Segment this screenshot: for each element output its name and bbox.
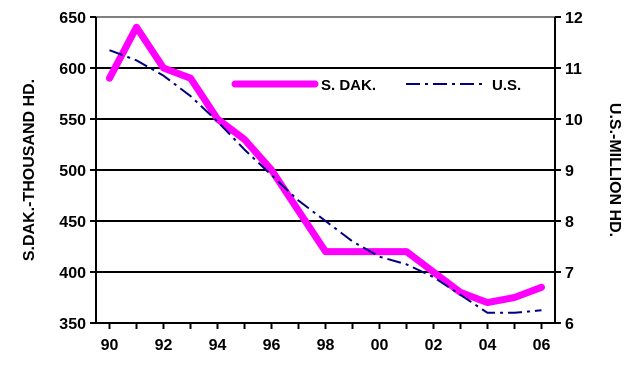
y-tick-label-left: 350	[59, 316, 86, 333]
x-tick-label: 00	[371, 337, 389, 354]
x-tick-label: 90	[101, 337, 119, 354]
tick-labels: 350 400 450 500 550 600 650 6 7 8 9 10 11 12 90 92 94 96 9…	[59, 10, 583, 354]
y-tick-label-left: 500	[59, 163, 86, 180]
y-tick-label-right: 12	[565, 10, 583, 27]
series-line-s-dak	[106, 23, 545, 307]
y-axis-title-left: S.DAK.-THOUSAND HD.	[21, 79, 38, 261]
y-tick-label-left: 450	[59, 214, 86, 231]
legend-label-s-dak: S. DAK.	[321, 77, 376, 94]
x-tick-label: 02	[425, 337, 443, 354]
x-tick-label: 04	[479, 337, 497, 354]
gridlines	[96, 67, 555, 273]
y-tick-label-left: 550	[59, 112, 86, 129]
x-tick-label: 98	[317, 337, 335, 354]
x-tick-label: 96	[263, 337, 281, 354]
y-tick-label-right: 6	[565, 316, 574, 333]
y-tick-label-right: 10	[565, 112, 583, 129]
series-lines	[106, 23, 545, 314]
x-tick-label: 06	[533, 337, 551, 354]
x-tick-label: 94	[209, 337, 227, 354]
y-axis-title-right: U.S.-MILLION HD.	[606, 103, 623, 237]
legend-label-us: U.S.	[492, 77, 521, 94]
y-tick-label-left: 650	[59, 10, 86, 27]
y-tick-label-right: 8	[565, 214, 574, 231]
x-tick-label: 92	[155, 337, 173, 354]
y-tick-label-right: 7	[565, 265, 574, 282]
legend: S. DAK. U.S.	[231, 77, 521, 94]
y-tick-label-right: 9	[565, 163, 574, 180]
y-tick-label-left: 400	[59, 265, 86, 282]
plot-frame	[90, 16, 561, 329]
y-tick-label-right: 11	[565, 61, 582, 78]
series-line-us	[109, 49, 542, 314]
y-tick-label-left: 600	[59, 61, 86, 78]
